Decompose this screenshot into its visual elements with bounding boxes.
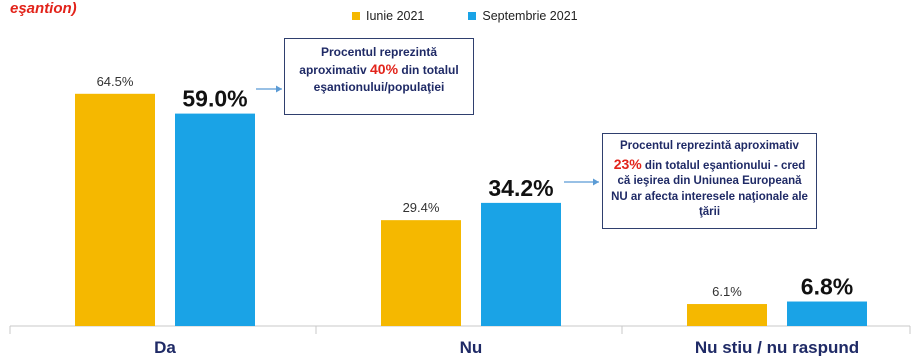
legend-swatch-series-2 bbox=[468, 12, 477, 20]
x-tick-label-2: Nu stiu / nu raspund bbox=[695, 338, 859, 356]
data-label-2-2: 6.8% bbox=[801, 274, 853, 300]
data-label-2-1: 34.2% bbox=[488, 175, 553, 201]
data-label-1-2: 6.1% bbox=[712, 284, 742, 299]
bar-1-0 bbox=[75, 93, 155, 326]
legend-label-series-2: Septembrie 2021 bbox=[482, 9, 578, 23]
callout-1-arrow-head bbox=[276, 85, 282, 93]
legend-swatch-series-1 bbox=[352, 12, 360, 20]
callout-2-text-post: din totalul eşantionului - cred că ieşir… bbox=[611, 159, 808, 219]
x-tick-label-0: Da bbox=[154, 338, 176, 356]
callout-2-arrow-head bbox=[593, 178, 599, 186]
data-label-1-1: 29.4% bbox=[403, 200, 440, 215]
data-label-2-0: 59.0% bbox=[182, 86, 247, 112]
bar-1-1 bbox=[381, 220, 461, 326]
legend-label-series-1: Iunie 2021 bbox=[366, 9, 425, 23]
callout-2-text-pre: Procentul reprezintă aproximativ bbox=[620, 140, 799, 152]
callout-box-1: Procentul reprezintă aproximativ 40% din… bbox=[284, 38, 474, 115]
legend-item-series-2: Septembrie 2021 bbox=[468, 9, 578, 23]
callout-2-highlight: 23% bbox=[613, 155, 642, 172]
callout-box-2: Procentul reprezintă aproximativ 23% din… bbox=[602, 133, 817, 229]
bar-2-2 bbox=[787, 301, 867, 326]
callout-1-text-post: din totalul eşantionului/populaţiei bbox=[313, 63, 459, 95]
x-tick-label-1: Nu bbox=[460, 338, 483, 356]
chart-title-fragment: eşantion) bbox=[10, 0, 77, 17]
callout-1-highlight: 40% bbox=[370, 61, 399, 78]
chart-legend: Iunie 2021 Septembrie 2021 bbox=[352, 9, 578, 23]
bar-2-0 bbox=[175, 113, 255, 326]
callout-1-text-pre: Procentul reprezintă aproximativ bbox=[299, 45, 438, 78]
bar-2-1 bbox=[481, 202, 561, 326]
data-label-1-0: 64.5% bbox=[97, 74, 134, 89]
legend-item-series-1: Iunie 2021 bbox=[352, 9, 424, 23]
bar-1-2 bbox=[687, 304, 767, 326]
